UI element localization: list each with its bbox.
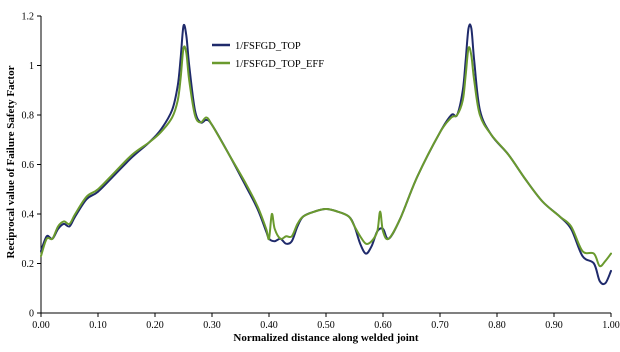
x-tick-label: 0.60	[374, 320, 392, 331]
x-tick-label: 0.70	[431, 320, 449, 331]
x-tick-label: 0.00	[32, 320, 50, 331]
y-tick-label: 0.4	[22, 210, 35, 221]
chart-series-group	[40, 23, 612, 286]
y-tick-label: 0.6	[22, 160, 35, 171]
series-line-1	[40, 23, 612, 286]
series-line-2	[40, 45, 612, 268]
legend-label-2: 1/FSFGD_TOP_EFF	[235, 59, 324, 70]
y-tick-label: 0.8	[22, 111, 35, 122]
legend-label-1: 1/FSFGD_TOP	[235, 41, 301, 52]
x-tick-label: 0.80	[488, 320, 506, 331]
x-tick-label: 0.20	[146, 320, 164, 331]
y-axis-title: Reciprocal value of Failure Safety Facto…	[5, 65, 17, 258]
x-tick-label: 0.40	[260, 320, 278, 331]
y-tick-label: 1	[29, 61, 34, 72]
y-tick-label: 0.2	[22, 259, 35, 270]
chart-ticks: 0.00 0.10 0.20 0.30 0.40 0.50 0.60 0.70 0.80 0.90…	[22, 12, 620, 332]
y-tick-label: 0	[29, 309, 34, 320]
x-tick-label: 0.30	[203, 320, 221, 331]
y-tick-label: 1.2	[22, 12, 35, 23]
x-tick-label: 0.90	[545, 320, 563, 331]
chart-axes	[40, 16, 611, 314]
x-tick-label: 1.00	[602, 320, 620, 331]
x-axis-title: Normalized distance along welded joint	[233, 332, 418, 344]
x-tick-label: 0.50	[317, 320, 335, 331]
chart-legend: 1/FSFGD_TOP 1/FSFGD_TOP_EFF	[212, 41, 324, 70]
x-tick-label: 0.10	[89, 320, 107, 331]
